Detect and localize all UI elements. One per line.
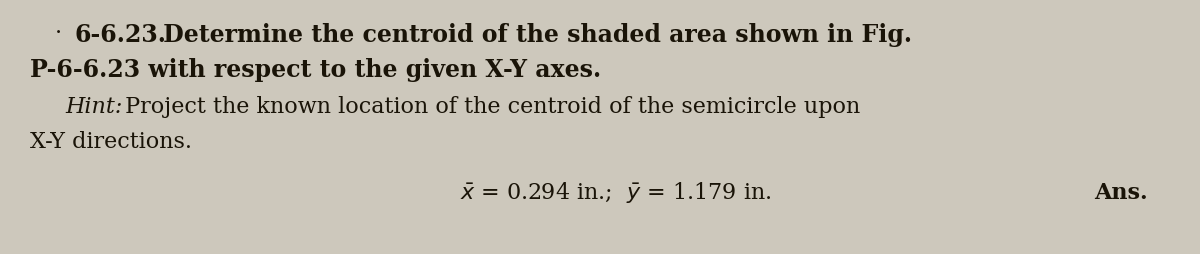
Text: P-6-6.23 with respect to the given X-Y axes.: P-6-6.23 with respect to the given X-Y a…	[30, 58, 601, 82]
Text: X-Y directions.: X-Y directions.	[30, 131, 192, 152]
Text: Ans.: Ans.	[1094, 181, 1148, 203]
Text: $\bar{x}$ = 0.294 in.;  $\bar{y}$ = 1.179 in.: $\bar{x}$ = 0.294 in.; $\bar{y}$ = 1.179…	[460, 180, 772, 205]
Text: Hint:: Hint:	[65, 96, 122, 118]
Text: 6-6.23.: 6-6.23.	[74, 23, 167, 47]
Text: Determine the centroid of the shaded area shown in Fig.: Determine the centroid of the shaded are…	[155, 23, 912, 47]
Text: Project the known location of the centroid of the semicircle upon: Project the known location of the centro…	[118, 96, 860, 118]
Text: .: .	[55, 16, 62, 38]
